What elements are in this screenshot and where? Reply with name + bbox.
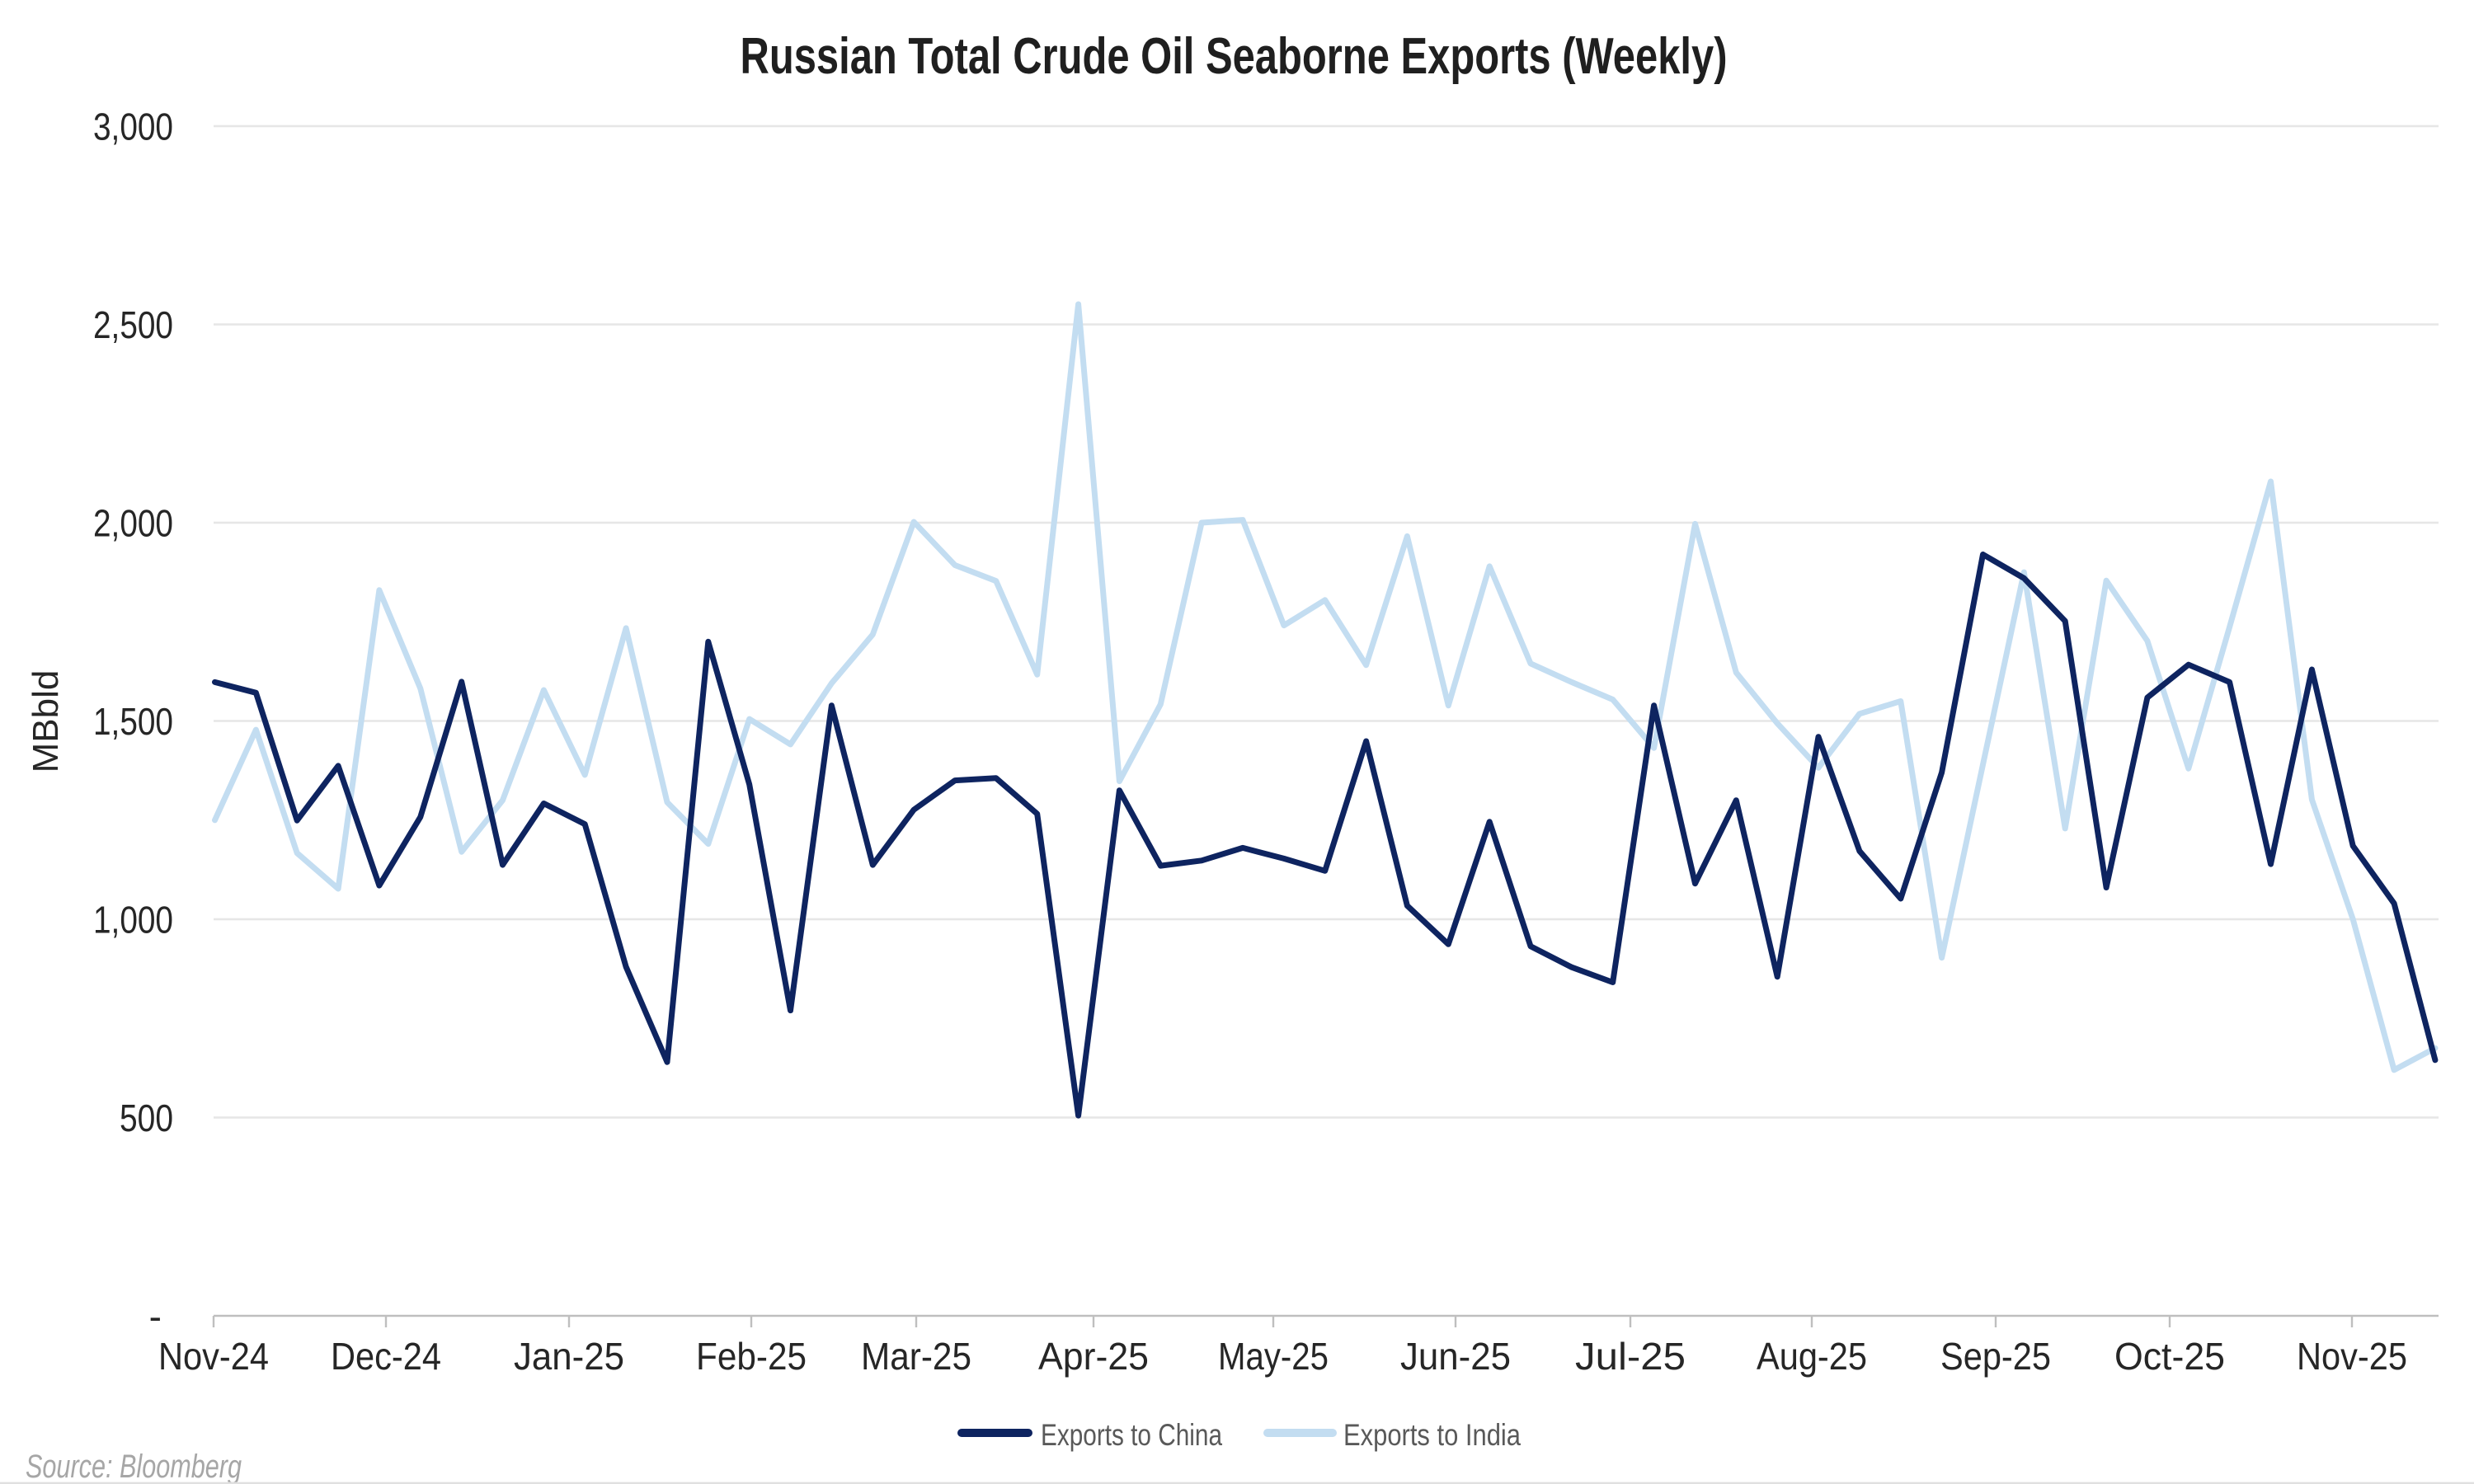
- svg-text:Feb-25: Feb-25: [696, 1335, 807, 1378]
- svg-text:Jan-25: Jan-25: [514, 1335, 624, 1378]
- svg-text:Apr-25: Apr-25: [1038, 1335, 1149, 1378]
- svg-text:Jul-25: Jul-25: [1575, 1335, 1686, 1378]
- svg-text:Mar-25: Mar-25: [861, 1335, 971, 1378]
- svg-text:Dec-24: Dec-24: [331, 1335, 441, 1378]
- svg-text:-: -: [149, 1295, 162, 1338]
- svg-text:Sep-25: Sep-25: [1940, 1335, 2051, 1378]
- svg-text:Aug-25: Aug-25: [1757, 1335, 1867, 1378]
- svg-text:Jun-25: Jun-25: [1400, 1335, 1511, 1378]
- svg-text:Nov-25: Nov-25: [2297, 1335, 2407, 1378]
- svg-text:Russian Total Crude Oil Seabor: Russian Total Crude Oil Seaborne Exports…: [741, 28, 1728, 85]
- svg-text:1,000: 1,000: [93, 899, 173, 942]
- svg-text:Exports to India: Exports to India: [1343, 1418, 1521, 1452]
- svg-text:Exports to China: Exports to China: [1041, 1418, 1222, 1452]
- svg-text:Source: Bloomberg: Source: Bloomberg: [26, 1449, 242, 1484]
- svg-text:500: 500: [120, 1097, 173, 1139]
- svg-text:MBbld: MBbld: [26, 670, 66, 773]
- svg-text:2,500: 2,500: [93, 303, 173, 346]
- svg-text:Nov-24: Nov-24: [158, 1335, 269, 1378]
- svg-text:3,000: 3,000: [93, 106, 173, 148]
- svg-text:May-25: May-25: [1218, 1335, 1329, 1378]
- svg-text:Oct-25: Oct-25: [2114, 1335, 2225, 1378]
- svg-text:2,000: 2,000: [93, 502, 173, 545]
- svg-text:1,500: 1,500: [93, 700, 173, 743]
